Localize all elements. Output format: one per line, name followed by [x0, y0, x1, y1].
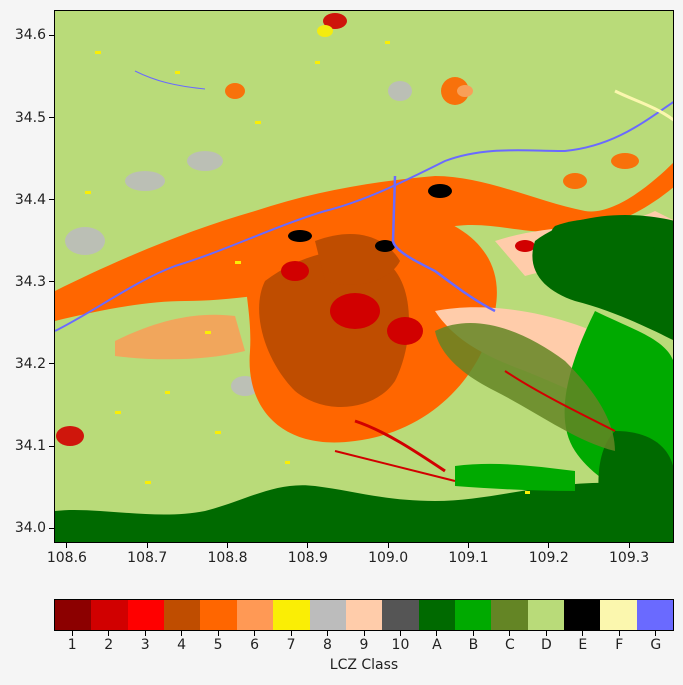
y-tick-mark — [49, 445, 54, 447]
colorbar-tick — [472, 631, 474, 636]
colorbar-swatch-2 — [91, 600, 128, 630]
colorbar-swatch-1 — [55, 600, 92, 630]
y-tick-mark — [49, 281, 54, 283]
rivers — [55, 70, 673, 332]
colorbar-label-3: 3 — [140, 637, 150, 653]
colorbar-swatch-3 — [127, 600, 165, 630]
y-tick-label: 34.4 — [14, 191, 46, 208]
colorbar-label-7: 7 — [286, 637, 296, 653]
x-tick-mark — [548, 543, 550, 548]
colorbar-swatch-b — [454, 600, 492, 630]
colorbar-label-8: 8 — [323, 637, 332, 653]
x-tick-mark — [226, 543, 228, 548]
colorbar-label-4: 4 — [177, 637, 187, 653]
x-tick-label: 109.1 — [448, 550, 489, 566]
colorbar-tick — [217, 631, 219, 636]
y-tick-label: 34.3 — [14, 273, 46, 290]
colorbar-tick — [108, 631, 110, 636]
colorbar-label-9: 9 — [359, 637, 369, 653]
colorbar-tick — [71, 631, 73, 636]
colorbar-swatch-7 — [273, 600, 310, 630]
x-tick-label: 108.9 — [287, 550, 328, 566]
colorbar-label-e: E — [578, 637, 588, 653]
colorbar-label-d: D — [540, 637, 552, 653]
colorbar-swatch-e — [564, 600, 601, 630]
x-tick-mark — [307, 543, 309, 548]
colorbar-tick — [290, 631, 292, 636]
colorbar-swatch-4 — [164, 600, 201, 630]
colorbar-swatch-f — [600, 600, 637, 630]
x-tick-mark — [146, 543, 148, 548]
lcz-map-image — [55, 11, 673, 542]
x-tick-mark — [66, 543, 68, 548]
colorbar-label-g: G — [650, 637, 662, 653]
colorbar-swatch-g — [636, 600, 674, 630]
colorbar-tick — [582, 631, 584, 636]
lcz-map — [54, 10, 674, 543]
colorbar-tick — [181, 631, 183, 636]
y-tick-label: 34.5 — [14, 109, 46, 126]
colorbar-swatch-9 — [345, 600, 383, 630]
y-tick-mark — [49, 199, 54, 201]
y-tick-mark — [49, 527, 54, 529]
lcz-colorbar — [54, 599, 674, 631]
y-tick-label: 34.2 — [14, 355, 46, 372]
city-core — [259, 184, 535, 408]
colorbar-label-c: C — [504, 637, 515, 653]
x-tick-label: 109.0 — [368, 550, 409, 566]
colorbar-tick — [363, 631, 365, 636]
southern-forest — [55, 370, 673, 542]
colorbar-tick — [545, 631, 547, 636]
colorbar-label-1: 1 — [67, 637, 77, 653]
colorbar-tick — [399, 631, 401, 636]
x-tick-label: 109.3 — [609, 550, 650, 566]
colorbar-label-2: 2 — [104, 637, 114, 653]
colorbar-tick — [436, 631, 438, 636]
colorbar-swatch-10 — [382, 600, 419, 630]
y-tick-mark — [49, 117, 54, 119]
colorbar-tick — [254, 631, 256, 636]
colorbar-label-5: 5 — [213, 637, 223, 653]
y-tick-label: 34.6 — [14, 27, 46, 44]
colorbar-swatch-8 — [309, 600, 346, 630]
x-tick-label: 108.8 — [207, 550, 248, 566]
colorbar-swatch-5 — [200, 600, 237, 630]
northern-scatter — [56, 13, 639, 446]
colorbar-label-10: 10 — [391, 637, 410, 653]
colorbar-tick — [327, 631, 329, 636]
x-tick-label: 108.6 — [46, 550, 87, 566]
x-tick-mark — [467, 543, 469, 548]
colorbar-swatch-c — [491, 600, 528, 630]
x-tick-label: 108.7 — [127, 550, 168, 566]
colorbar-label-a: A — [432, 637, 442, 653]
colorbar-swatch-6 — [236, 600, 274, 630]
colorbar-tick — [618, 631, 620, 636]
colorbar-tick — [144, 631, 146, 636]
colorbar-label-b: B — [468, 637, 479, 653]
colorbar-swatch-d — [527, 600, 565, 630]
y-tick-mark — [49, 363, 54, 365]
colorbar-title: LCZ Class — [329, 657, 399, 673]
colorbar-tick — [509, 631, 511, 636]
x-tick-label: 109.2 — [528, 550, 569, 566]
y-tick-label: 34.1 — [14, 438, 46, 455]
colorbar-tick — [655, 631, 657, 636]
colorbar-label-f: F — [615, 637, 624, 653]
colorbar-label-6: 6 — [250, 637, 260, 653]
y-tick-label: 34.0 — [14, 520, 46, 537]
y-tick-mark — [49, 34, 54, 36]
x-tick-mark — [628, 543, 630, 548]
colorbar-swatch-a — [418, 600, 455, 630]
lightweight-lowrise-scatter — [85, 41, 530, 494]
x-tick-mark — [387, 543, 389, 548]
